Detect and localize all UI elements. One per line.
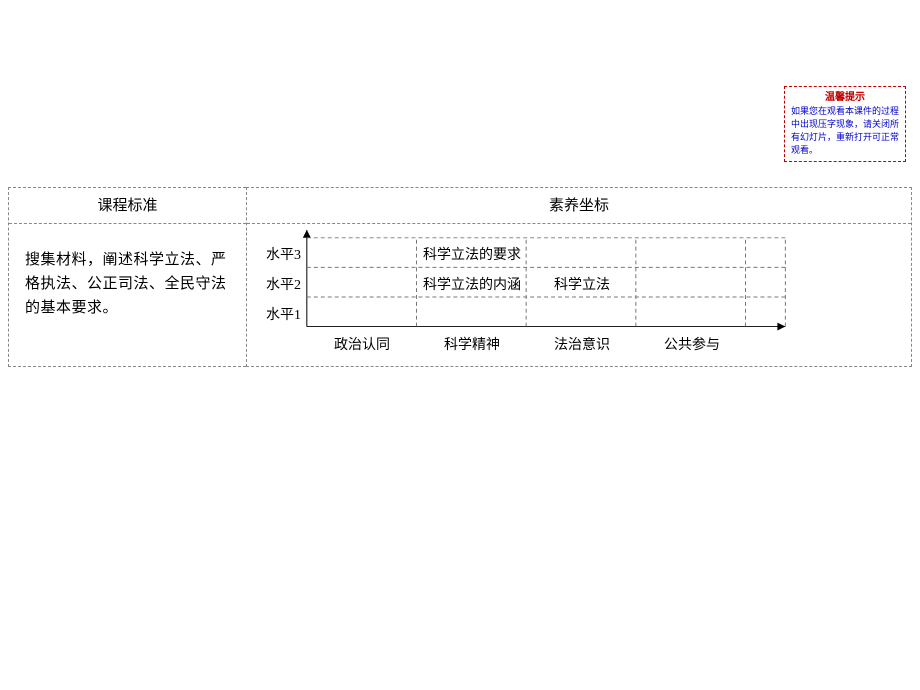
- tip-body: 如果您在观看本课件的过程中出现压字现象，请关闭所有幻灯片，重新打开可正常观看。: [791, 105, 899, 157]
- x-axis-label: 法治意识: [527, 334, 637, 354]
- chart-cell: 科学立法的要求: [417, 244, 527, 264]
- tip-title: 温馨提示: [791, 91, 899, 105]
- left-body: 搜集材料，阐述科学立法、严格执法、公正司法、全民守法的基本要求。: [9, 224, 246, 330]
- x-axis-label: 科学精神: [417, 334, 527, 354]
- right-header: 素养坐标: [247, 188, 911, 224]
- left-header: 课程标准: [9, 188, 246, 224]
- y-axis-label: 水平2: [255, 274, 301, 294]
- panel-competency-chart: 素养坐标 水平3 水平2 水平1 政治认同科学精神法治意识公共参与 科学立法的要求科学立…: [246, 187, 912, 367]
- y-axis-label: 水平3: [255, 244, 301, 264]
- chart-cell: 科学立法: [527, 274, 637, 294]
- x-axis-label: 政治认同: [307, 334, 417, 354]
- panel-course-standard: 课程标准 搜集材料，阐述科学立法、严格执法、公正司法、全民守法的基本要求。: [8, 187, 246, 367]
- tip-box: 温馨提示 如果您在观看本课件的过程中出现压字现象，请关闭所有幻灯片，重新打开可正…: [784, 86, 906, 162]
- main-container: 课程标准 搜集材料，阐述科学立法、严格执法、公正司法、全民守法的基本要求。 素养…: [8, 187, 912, 367]
- y-axis-label: 水平1: [255, 304, 301, 324]
- chart-cell: 科学立法的内涵: [417, 274, 527, 294]
- chart-area: 水平3 水平2 水平1 政治认同科学精神法治意识公共参与 科学立法的要求科学立法的内涵科…: [247, 224, 911, 366]
- x-axis-label: 公共参与: [637, 334, 747, 354]
